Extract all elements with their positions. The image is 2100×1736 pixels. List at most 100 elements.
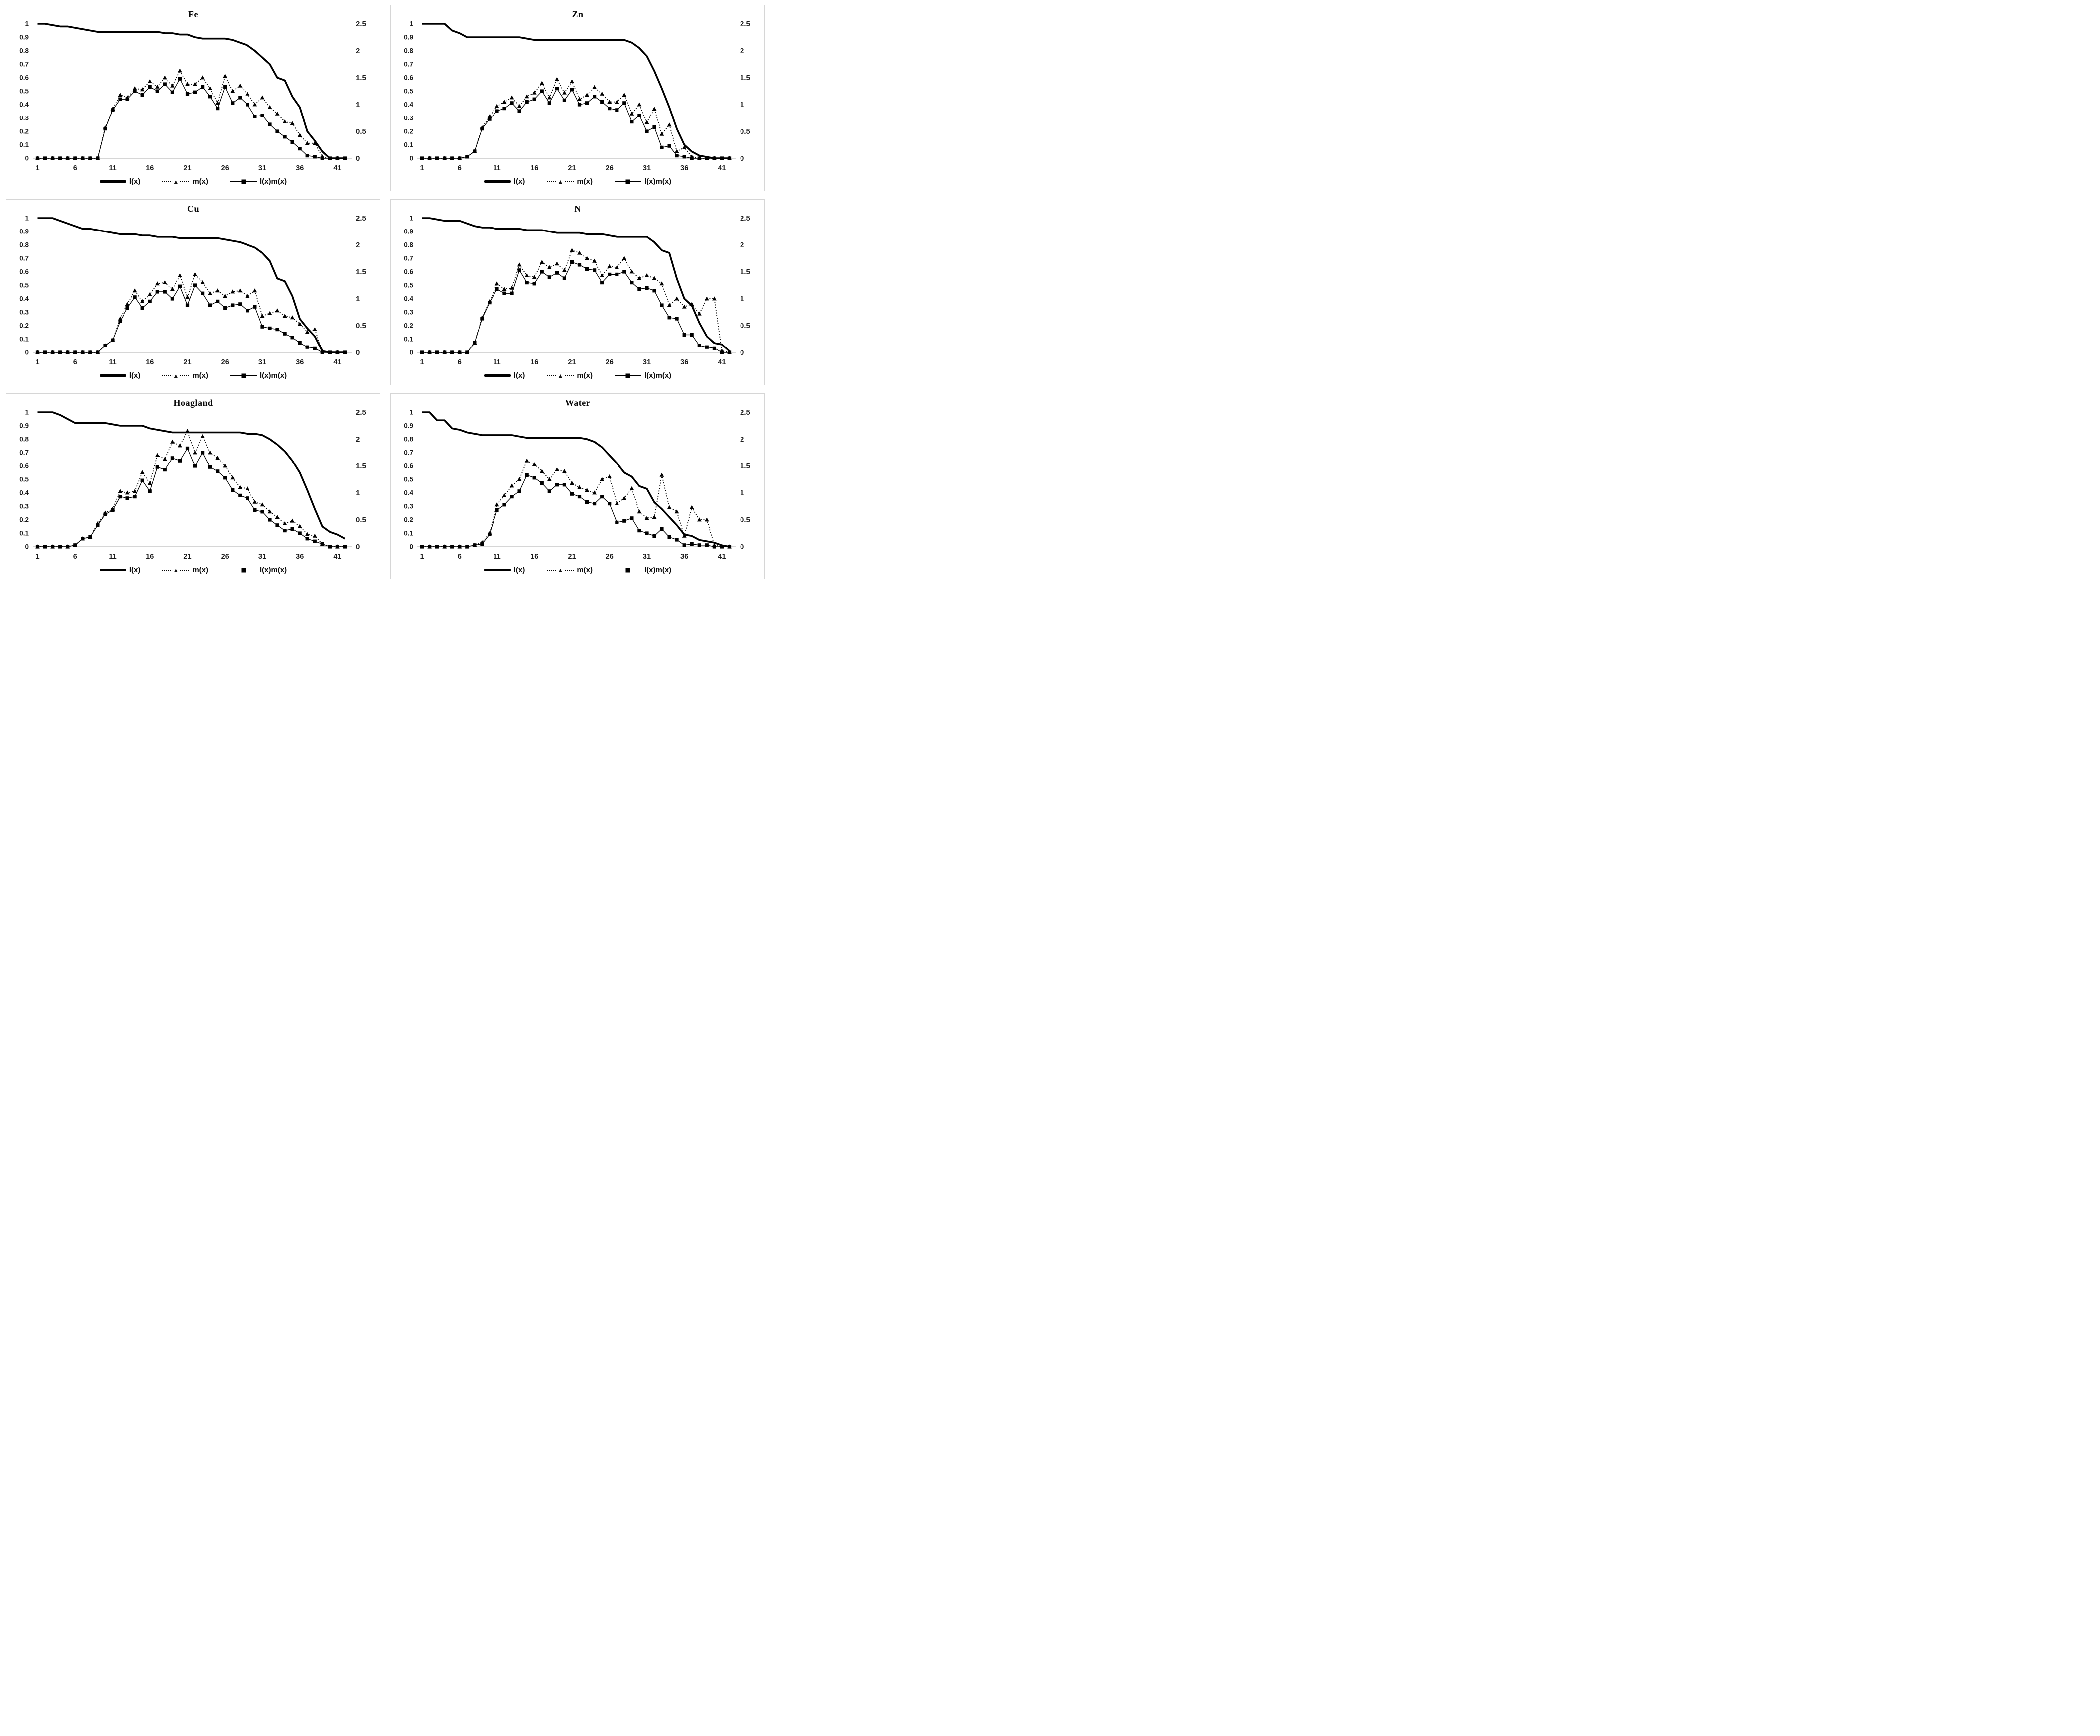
chart-title-hoagland: Hoagland: [173, 398, 213, 408]
lx-series-line: [37, 23, 345, 159]
square-marker: [118, 319, 122, 323]
triangle-marker: [659, 472, 664, 477]
x-axis-tick: 16: [146, 358, 154, 366]
square-marker: [555, 87, 559, 91]
square-marker: [727, 156, 732, 160]
legend-label-lxmx: l(x)m(x): [260, 566, 287, 574]
triangle-marker: [524, 273, 529, 277]
square-marker: [290, 140, 294, 144]
triangle-marker: [178, 273, 182, 277]
square-marker: [298, 147, 302, 151]
triangle-marker: [509, 483, 514, 488]
triangle-marker: [297, 524, 302, 528]
square-marker: [223, 476, 227, 480]
triangle-marker: [245, 486, 250, 490]
triangle-marker: [162, 280, 167, 284]
triangle-marker: [592, 85, 597, 89]
triangle-marker: [682, 533, 687, 538]
triangle-marker: [659, 131, 664, 136]
square-marker: [473, 149, 477, 153]
square-marker: [155, 465, 159, 469]
triangle-marker: [267, 311, 272, 315]
square-marker: [585, 101, 589, 105]
triangle-marker: [570, 481, 574, 485]
left-axis-tick: 0.5: [404, 88, 413, 95]
square-marker: [630, 120, 634, 124]
triangle-marker: [312, 327, 317, 331]
triangle-marker: [290, 121, 295, 125]
square-marker: [675, 154, 679, 158]
square-marker: [140, 306, 144, 310]
triangle-marker: [674, 149, 679, 153]
triangle-marker: [267, 105, 272, 109]
square-marker: [96, 523, 100, 527]
legend-item-lxmx: l(x)m(x): [230, 371, 287, 380]
square-marker: [290, 527, 294, 531]
square-marker: [35, 350, 40, 354]
legend-item-mx: ▲ m(x): [162, 177, 208, 186]
square-marker: [480, 317, 484, 321]
triangle-marker: [185, 82, 190, 86]
square-marker: [193, 283, 197, 287]
x-axis-tick: 31: [258, 553, 266, 561]
x-axis-tick: 1: [420, 358, 424, 366]
x-axis-tick: 11: [109, 553, 116, 561]
chart-panel-fe: Fe 0 0.1 0.2 0.3 0.4 0.5 0.6 0.7 0.8 0.9 1 0 0.5 1 1.5…: [6, 5, 380, 191]
square-marker: [562, 276, 566, 280]
lx-line-swatch-icon: [484, 374, 511, 377]
lxmx-line-swatch-icon: [230, 178, 257, 186]
triangle-marker: [659, 281, 664, 286]
left-axis-tick: 0: [25, 349, 29, 356]
square-marker: [675, 317, 679, 321]
triangle-marker: [170, 83, 175, 88]
left-axis-tick: 0.2: [19, 322, 29, 330]
square-marker: [290, 336, 294, 340]
legend-label-lx: l(x): [513, 566, 525, 574]
x-axis-tick: 31: [643, 164, 651, 172]
square-marker: [495, 508, 499, 512]
square-marker: [208, 303, 212, 307]
square-marker: [637, 287, 641, 291]
right-axis-tick: 1: [740, 101, 744, 109]
triangle-marker: [637, 102, 642, 107]
square-marker: [443, 350, 447, 354]
square-marker: [443, 156, 447, 160]
triangle-marker: [312, 533, 317, 538]
triangle-marker: [607, 474, 612, 478]
right-axis-tick: 1: [356, 489, 360, 497]
right-axis-tick: 1.5: [740, 74, 750, 82]
triangle-marker: [600, 91, 605, 96]
square-marker: [720, 545, 724, 549]
triangle-marker: [555, 261, 559, 266]
square-marker: [216, 299, 220, 303]
triangle-marker: [185, 295, 190, 299]
square-marker: [480, 127, 484, 131]
legend-water: l(x) ▲ m(x) l(x)m(x): [391, 564, 764, 578]
square-marker: [193, 90, 197, 94]
triangle-marker: [555, 467, 559, 471]
square-marker: [465, 545, 469, 549]
square-marker: [66, 350, 70, 354]
legend-label-mx: m(x): [192, 566, 208, 574]
triangle-marker: [555, 77, 559, 81]
triangle-marker: [517, 477, 522, 481]
legend-zn: l(x) ▲ m(x) l(x)m(x): [391, 175, 764, 190]
triangle-marker: [230, 475, 235, 480]
square-marker: [283, 135, 287, 139]
square-marker: [525, 281, 529, 285]
triangle-marker: [517, 262, 522, 267]
triangle-marker-icon: ▲: [172, 178, 180, 185]
left-axis-tick: 0.3: [19, 309, 29, 316]
legend-item-lx: l(x): [99, 566, 140, 574]
triangle-marker: [539, 469, 544, 473]
triangle-marker: [215, 288, 220, 293]
square-marker: [125, 306, 129, 310]
square-marker: [712, 346, 716, 350]
x-axis-tick: 41: [333, 553, 341, 561]
square-marker: [253, 305, 257, 309]
legend-item-lxmx: l(x)m(x): [615, 371, 671, 380]
triangle-marker: [689, 302, 694, 306]
square-marker: [435, 350, 439, 354]
square-marker: [622, 101, 626, 105]
triangle-marker: [178, 443, 182, 448]
